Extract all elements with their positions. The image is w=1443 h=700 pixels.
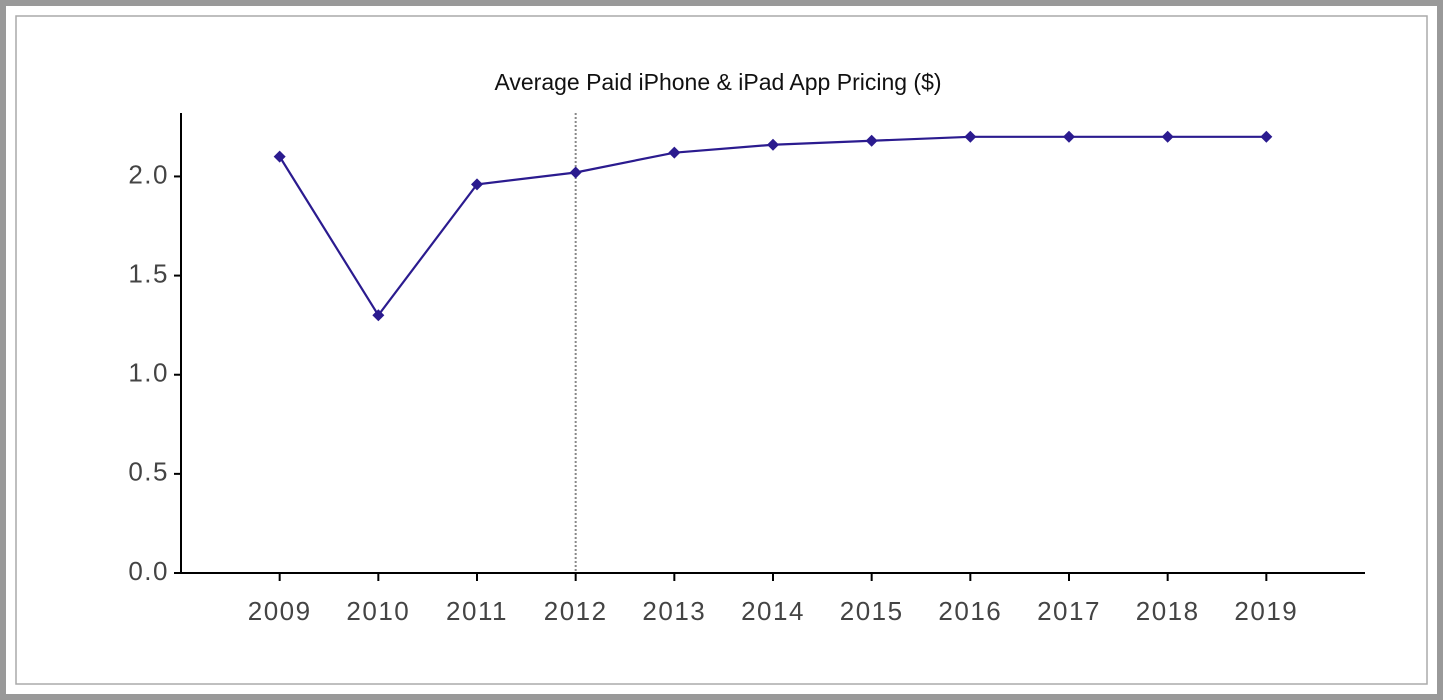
y-tick-label: 1.5 (128, 258, 169, 288)
marker (1161, 130, 1174, 143)
marker (1260, 130, 1273, 143)
marker (964, 130, 977, 143)
y-tick-label: 1.0 (128, 358, 169, 388)
marker (668, 146, 681, 159)
x-tick-label: 2015 (840, 596, 904, 626)
x-tick-label: 2019 (1234, 596, 1298, 626)
marker (1063, 130, 1075, 143)
y-tick-label: 2.0 (128, 159, 169, 189)
panel (15, 15, 1428, 685)
marker (865, 134, 878, 147)
marker (569, 166, 582, 179)
marker (471, 178, 483, 191)
x-tick-label: 2016 (938, 596, 1002, 626)
marker (372, 309, 385, 322)
x-tick-label: 2010 (346, 596, 410, 626)
marker (273, 150, 286, 163)
marker (767, 138, 779, 151)
x-tick-label: 2012 (544, 596, 608, 626)
x-tick-label: 2013 (642, 596, 706, 626)
y-tick-label: 0.5 (128, 457, 169, 487)
x-tick-label: 2009 (248, 596, 312, 626)
y-tick-label: 0.0 (128, 556, 169, 586)
x-tick-label: 2017 (1037, 596, 1101, 626)
x-tick-label: 2018 (1136, 596, 1200, 626)
chart-title: Average Paid iPhone & iPad App Pricing (… (494, 69, 941, 95)
x-tick-label: 2011 (446, 596, 508, 626)
x-tick-label: 2014 (741, 596, 805, 626)
